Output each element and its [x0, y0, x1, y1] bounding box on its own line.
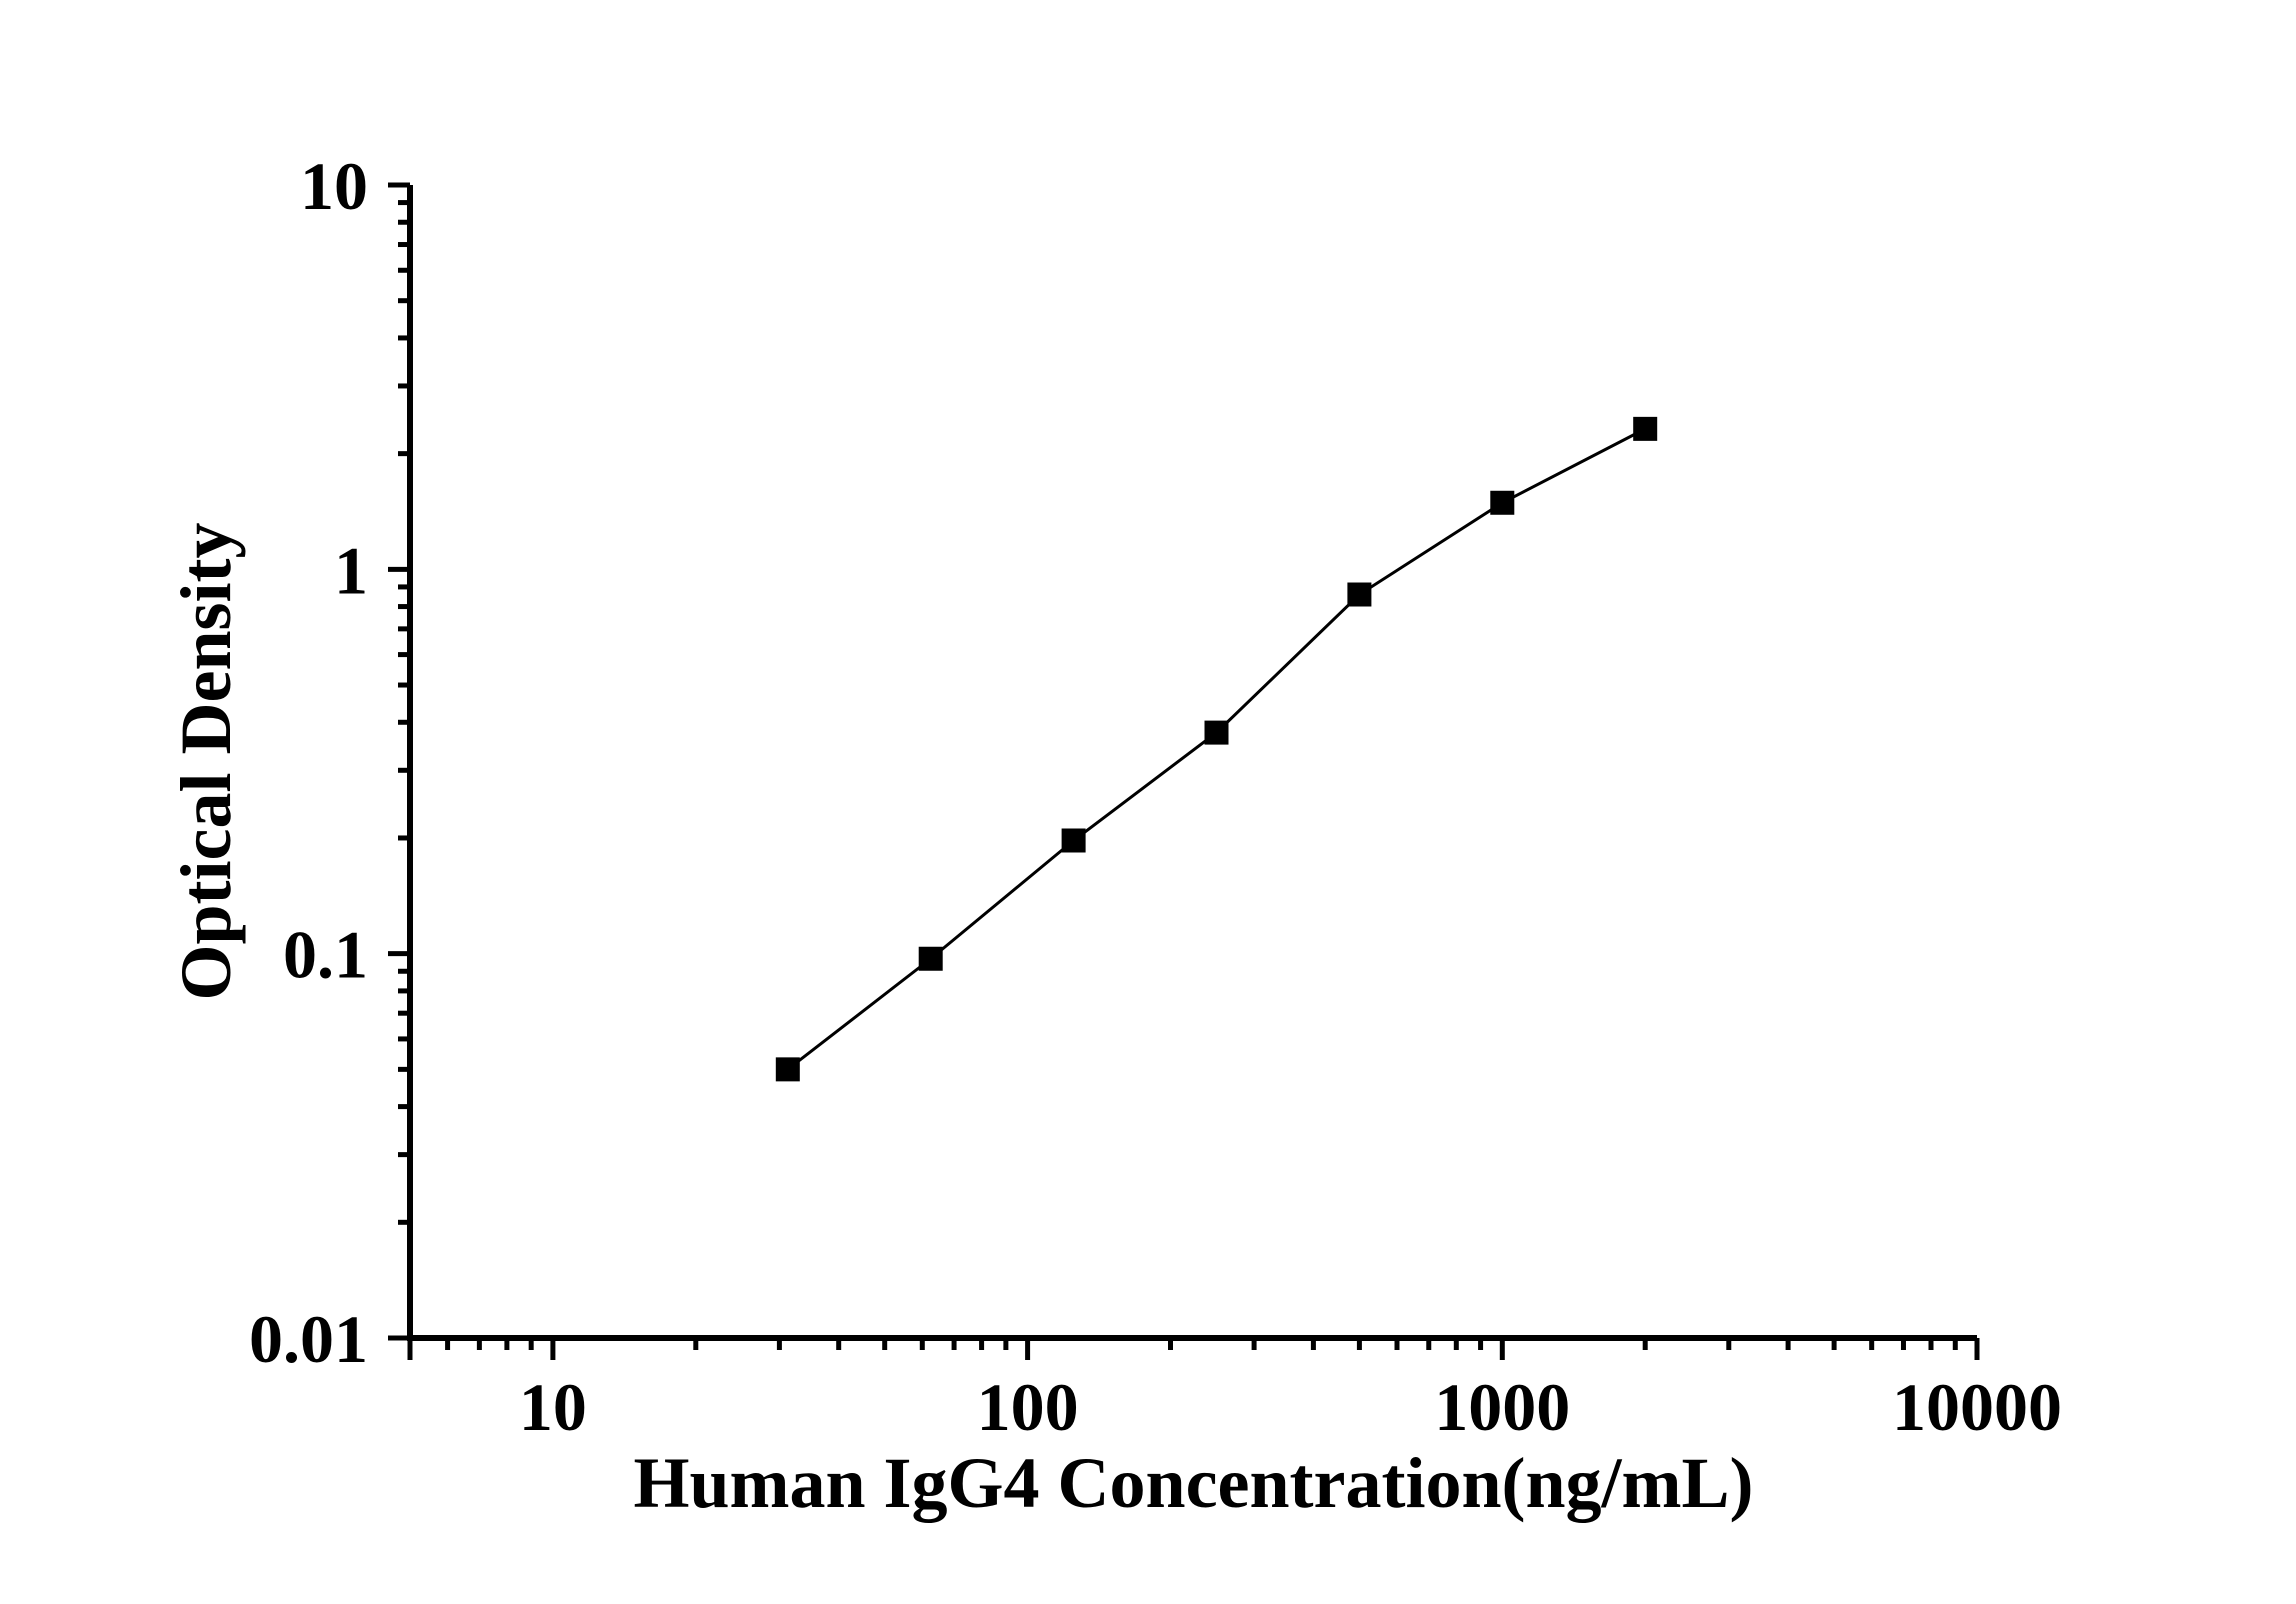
y-tick-label: 10 — [300, 148, 368, 224]
y-tick-label: 1 — [334, 532, 368, 608]
x-axis-title: Human IgG4 Concentration(ng/mL) — [633, 1443, 1753, 1523]
data-point-marker — [918, 946, 943, 971]
data-point-marker — [1061, 828, 1086, 853]
x-tick-label: 100 — [977, 1369, 1079, 1445]
axis-tick-labels: 10 100 1000 10000 10 1 0.1 0.01 — [249, 148, 2062, 1445]
data-point-marker — [1633, 416, 1658, 441]
y-tick-label: 0.1 — [283, 917, 368, 993]
y-axis-title: Optical Density — [166, 523, 246, 1001]
axis-ticks — [388, 182, 1980, 1360]
y-tick-label: 0.01 — [249, 1301, 368, 1377]
data-point-marker — [1204, 720, 1229, 745]
data-point-marker — [1347, 582, 1372, 607]
data-series-line — [786, 427, 1646, 1071]
data-point-marker — [1490, 490, 1515, 515]
x-tick-label: 1000 — [1434, 1369, 1570, 1445]
axes — [407, 185, 1977, 1341]
x-tick-label: 10 — [519, 1369, 587, 1445]
data-series — [775, 416, 1658, 1082]
x-tick-label: 10000 — [1892, 1369, 2062, 1445]
data-point-marker — [775, 1057, 800, 1082]
